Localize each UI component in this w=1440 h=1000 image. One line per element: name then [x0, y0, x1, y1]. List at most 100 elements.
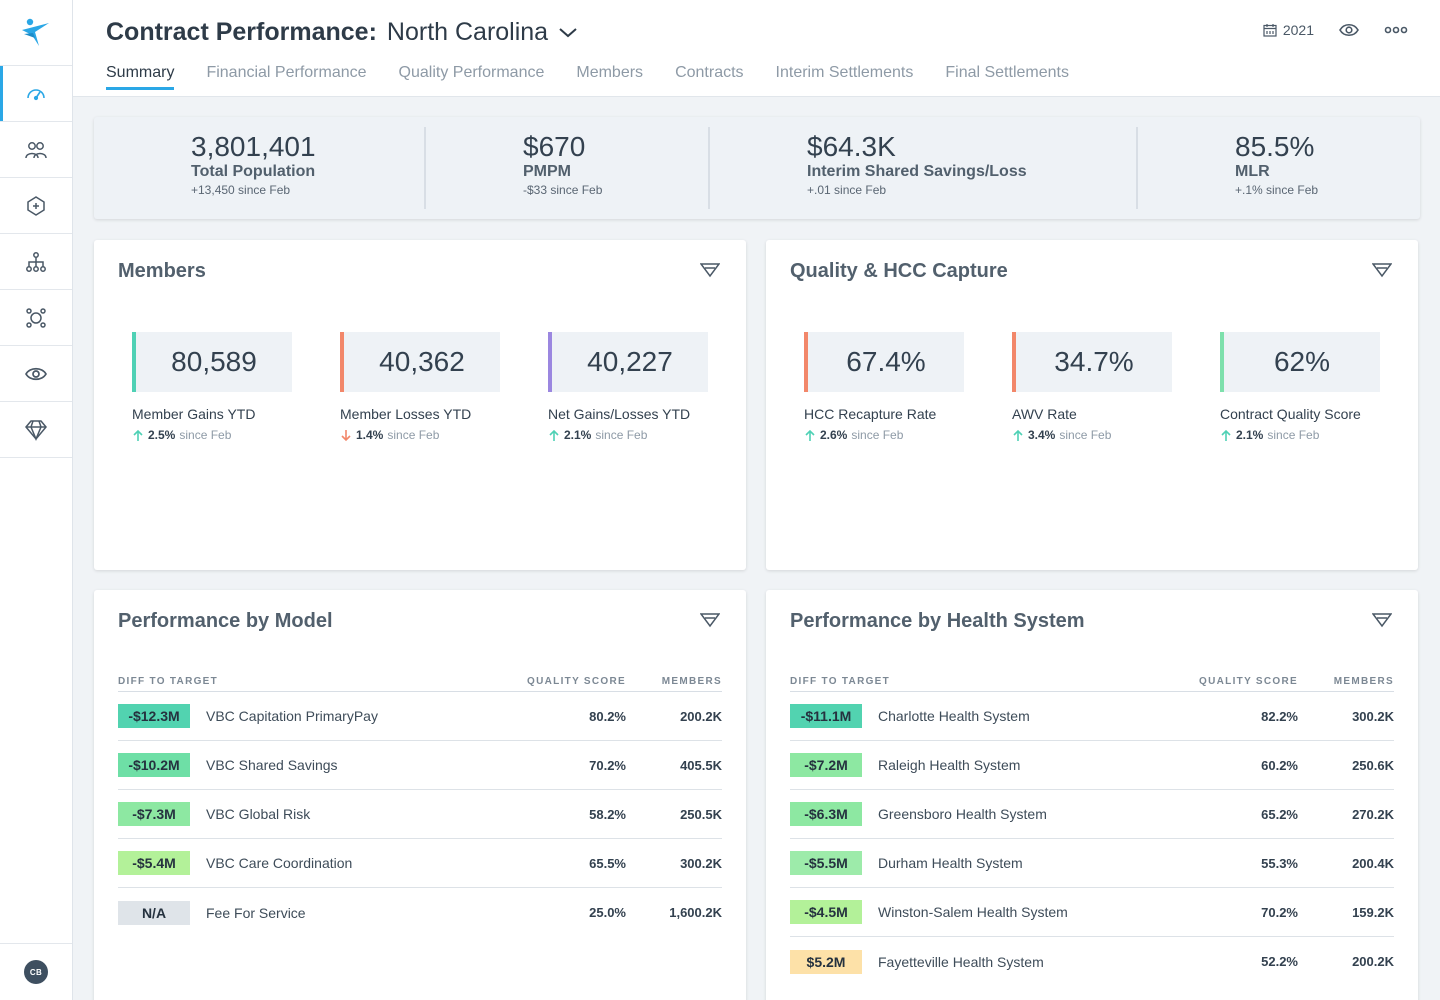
- tab-bar: Summary Financial Performance Quality Pe…: [106, 64, 1069, 90]
- table-row[interactable]: -$12.3M VBC Capitation PrimaryPay 80.2% 200…: [118, 692, 722, 741]
- table-row[interactable]: -$7.3M VBC Global Risk 58.2% 250.5K: [118, 790, 722, 839]
- metric-label: Member Gains YTD: [132, 406, 256, 422]
- metric-delta: 2.1% since Feb: [1220, 428, 1400, 442]
- nav-network[interactable]: [0, 178, 72, 234]
- card-title: Quality & HCC Capture: [790, 260, 1008, 282]
- metric-hcc-recapture: 67.4% HCC Recapture Rate 2.6% since Feb: [804, 332, 984, 442]
- model-table: DIFF TO TARGET QUALITY SCORE MEMBERS -$1…: [118, 672, 722, 937]
- nav-dashboard[interactable]: [0, 66, 72, 122]
- table-row[interactable]: -$10.2M VBC Shared Savings 70.2% 405.5K: [118, 741, 722, 790]
- row-name[interactable]: Raleigh Health System: [878, 757, 1021, 773]
- row-name[interactable]: Winston-Salem Health System: [878, 904, 1068, 920]
- row-name[interactable]: Charlotte Health System: [878, 708, 1030, 724]
- diff-cell: -$6.3M: [790, 802, 878, 826]
- kpi-delta: +.01 since Feb: [807, 183, 887, 197]
- nav-eye[interactable]: [0, 346, 72, 402]
- tab-interim-settlements[interactable]: Interim Settlements: [775, 64, 914, 81]
- tab-summary[interactable]: Summary: [106, 64, 175, 90]
- filter-icon[interactable]: [1372, 262, 1392, 278]
- row-name[interactable]: VBC Capitation PrimaryPay: [206, 708, 378, 724]
- table-row[interactable]: -$6.3M Greensboro Health System 65.2% 270.2…: [790, 790, 1394, 839]
- table-row[interactable]: -$4.5M Winston-Salem Health System 70.2% 15…: [790, 888, 1394, 937]
- metric-member-gains: 80,589 Member Gains YTD 2.5% since Feb: [132, 332, 312, 442]
- more-icon[interactable]: [1384, 26, 1408, 34]
- metric-delta: 1.4% since Feb: [340, 428, 520, 442]
- filter-icon[interactable]: [1372, 612, 1392, 628]
- quality-score-cell: 25.0%: [589, 905, 626, 920]
- view-icon[interactable]: [1338, 22, 1360, 38]
- row-name[interactable]: Fee For Service: [206, 904, 306, 921]
- tab-members[interactable]: Members: [576, 64, 644, 81]
- integrations-icon: [26, 307, 46, 328]
- arrow-up-icon: [132, 429, 144, 442]
- table-row[interactable]: -$7.2M Raleigh Health System 60.2% 250.6K: [790, 741, 1394, 790]
- arrow-up-icon: [1220, 429, 1232, 442]
- chevron-down-icon[interactable]: [558, 27, 578, 39]
- row-name[interactable]: VBC Care Coordination: [206, 855, 353, 871]
- row-name[interactable]: VBC Shared Savings: [206, 757, 338, 773]
- column-header-members[interactable]: MEMBERS: [1333, 676, 1394, 687]
- sidebar: CB: [0, 0, 73, 1000]
- kpi-delta: +13,450 since Feb: [191, 183, 291, 197]
- table-row[interactable]: $5.2M Fayetteville Health System 52.2% 200.…: [790, 937, 1394, 986]
- column-header-diff[interactable]: DIFF TO TARGET: [790, 676, 891, 687]
- row-name[interactable]: Greensboro Health System: [878, 806, 1047, 822]
- card-title: Performance by Model: [118, 610, 333, 632]
- health-system-table: DIFF TO TARGET QUALITY SCORE MEMBERS -$1…: [790, 672, 1394, 986]
- metric-delta-value: 2.5%: [148, 428, 176, 442]
- nav-hierarchy[interactable]: [0, 234, 72, 290]
- metric-delta: 2.5% since Feb: [132, 428, 312, 442]
- table-row[interactable]: -$5.5M Durham Health System 55.3% 200.4K: [790, 839, 1394, 888]
- row-name[interactable]: VBC Global Risk: [206, 806, 311, 822]
- tab-contracts[interactable]: Contracts: [675, 64, 744, 81]
- metric-delta: 2.1% since Feb: [548, 428, 728, 442]
- user-menu[interactable]: CB: [0, 943, 72, 1000]
- quality-hcc-card: Quality & HCC Capture 67.4% HCC Recaptur…: [766, 240, 1418, 570]
- metric-delta-since: since Feb: [851, 428, 904, 442]
- diff-badge: -$4.5M: [790, 900, 862, 924]
- kpi-value: $64.3K: [807, 131, 896, 162]
- kpi-divider: [1136, 127, 1138, 209]
- nav-members[interactable]: [0, 122, 72, 178]
- column-header-members[interactable]: MEMBERS: [661, 676, 722, 687]
- app-logo[interactable]: [0, 0, 72, 66]
- filter-icon[interactable]: [700, 612, 720, 628]
- column-header-quality[interactable]: QUALITY SCORE: [527, 676, 626, 687]
- members-icon: [25, 141, 47, 158]
- members-cell: 1,600.2K: [669, 905, 722, 920]
- kpi-summary-strip: 3,801,401 Total Population +13,450 since…: [94, 117, 1420, 219]
- metric-delta: 2.6% since Feb: [804, 428, 984, 442]
- table-row[interactable]: N/A Fee For Service 25.0% 1,600.2K: [118, 888, 722, 937]
- diff-cell: N/A: [118, 900, 206, 925]
- table-body: -$11.1M Charlotte Health System 82.2% 300.2…: [790, 692, 1394, 986]
- nav-diamond[interactable]: [0, 402, 72, 458]
- avatar[interactable]: CB: [24, 960, 48, 984]
- diff-badge: -$10.2M: [118, 753, 190, 777]
- table-row[interactable]: -$5.4M VBC Care Coordination 65.5% 300.2K: [118, 839, 722, 888]
- column-header-diff[interactable]: DIFF TO TARGET: [118, 676, 219, 687]
- tab-quality-performance[interactable]: Quality Performance: [398, 64, 545, 81]
- column-header-quality[interactable]: QUALITY SCORE: [1199, 676, 1298, 687]
- diff-badge: -$7.2M: [790, 753, 862, 777]
- region-selector[interactable]: North Carolina: [386, 18, 549, 46]
- nav-integrations[interactable]: [0, 290, 72, 346]
- tab-final-settlements[interactable]: Final Settlements: [945, 64, 1069, 81]
- quality-score-cell: 52.2%: [1261, 954, 1298, 969]
- metric-member-losses: 40,362 Member Losses YTD 1.4% since Feb: [340, 332, 520, 442]
- year-selector[interactable]: 2021: [1263, 22, 1314, 38]
- row-name[interactable]: Fayetteville Health System: [878, 953, 1044, 970]
- kpi-value: 85.5%: [1235, 131, 1315, 162]
- quality-score-cell: 65.2%: [1261, 806, 1298, 822]
- row-name[interactable]: Durham Health System: [878, 855, 1023, 871]
- quality-score-cell: 58.2%: [589, 806, 626, 822]
- metric-awv-rate: 34.7% AWV Rate 3.4% since Feb: [1012, 332, 1192, 442]
- table-row[interactable]: -$11.1M Charlotte Health System 82.2% 300.2…: [790, 692, 1394, 741]
- metric-delta-since: since Feb: [1059, 428, 1112, 442]
- performance-by-health-system-card: Performance by Health System DIFF TO TAR…: [766, 590, 1418, 1000]
- filter-icon[interactable]: [700, 262, 720, 278]
- table-body: -$12.3M VBC Capitation PrimaryPay 80.2% 200…: [118, 692, 722, 937]
- metric-delta-value: 1.4%: [356, 428, 384, 442]
- members-cell: 200.2K: [1352, 954, 1394, 969]
- tab-financial-performance[interactable]: Financial Performance: [206, 64, 367, 81]
- members-cell: 300.2K: [680, 855, 722, 871]
